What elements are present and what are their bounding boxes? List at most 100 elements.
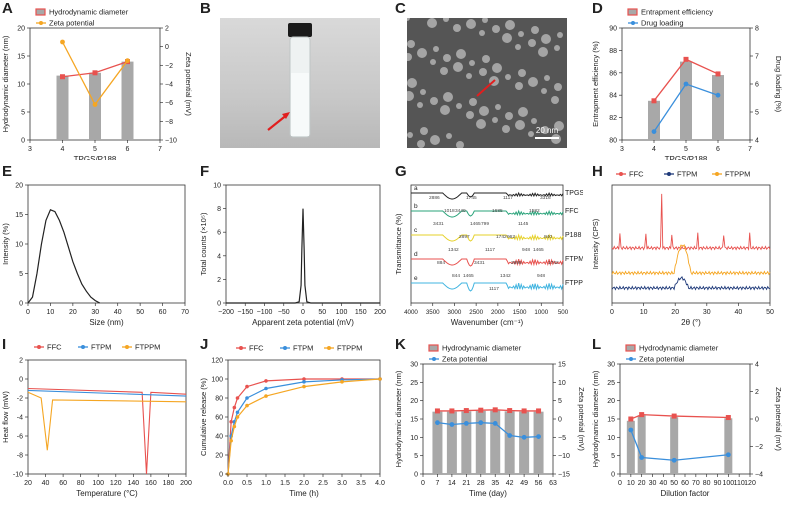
x-axis-label: TPGS/P188 xyxy=(665,155,708,160)
panel-letter: F xyxy=(200,163,210,180)
right-axis-point xyxy=(463,421,469,426)
diameter-point xyxy=(651,98,657,104)
x-tick-label: 14 xyxy=(448,480,456,487)
x-tick-label: 5 xyxy=(93,146,97,153)
x-tick-label: 60 xyxy=(159,309,167,316)
panel-e: E 0 10 20 30 40 50 60 70 0 5 10 15 20 Size (nm) Intens… xyxy=(0,163,195,333)
y-tick-label: 10 xyxy=(607,435,615,442)
x-tick-label: 3 xyxy=(28,146,32,153)
legend-entry-1-swatch xyxy=(35,8,46,16)
peak-label: 948 xyxy=(537,273,545,279)
nanoparticle xyxy=(479,68,487,76)
y-tick-label: 0 xyxy=(414,472,418,479)
y-right-tick-label: 2 xyxy=(755,389,759,396)
y-tick-label: 86 xyxy=(609,70,617,77)
panel-i: I FFC FTPM FTPPM 20 40 60 80 100 120 140 160 180 200… xyxy=(0,336,195,503)
y-tick-label: 5 xyxy=(414,453,418,460)
peak-label: 884 xyxy=(437,260,445,266)
y-right-tick-label: 5 xyxy=(558,398,562,405)
x-tick-label: 6 xyxy=(716,146,720,153)
panel-letter: J xyxy=(200,336,209,353)
y-right-tick-label: 7 xyxy=(755,54,759,61)
series-point xyxy=(340,380,344,384)
y-tick-label: 30 xyxy=(607,362,615,369)
legend-entry-3: FTPPM xyxy=(725,170,750,179)
x-tick-label: 0 xyxy=(610,309,614,316)
trace-name: FFC xyxy=(565,208,579,215)
x-tick-label: 42 xyxy=(506,480,514,487)
y-right-axis-label: Zeta potential (mV) xyxy=(774,387,783,451)
legend-entry-2: Zeta potential xyxy=(442,355,488,364)
nanoparticle xyxy=(466,19,476,29)
x-tick-label: 50 xyxy=(318,309,326,316)
right-axis-line xyxy=(437,422,539,438)
right-axis-point xyxy=(715,92,721,98)
y-tick-label: -4 xyxy=(17,415,23,422)
nanoparticle xyxy=(469,98,477,106)
nanoparticle xyxy=(551,96,559,104)
y-tick-label: 15 xyxy=(17,54,25,61)
right-axis-point xyxy=(125,58,130,64)
diameter-point xyxy=(92,70,98,76)
legend-entry-1-swatch xyxy=(625,344,636,352)
legend-entry-1-marker xyxy=(239,346,243,350)
bar xyxy=(56,75,69,140)
legend-entry-1: FFC xyxy=(249,344,264,353)
y-axis-label: Hydrodynamic diameter (nm) xyxy=(591,370,600,467)
x-tick-label: 40 xyxy=(114,309,122,316)
y-tick-label: 30 xyxy=(410,362,418,369)
y-right-tick-label: −10 xyxy=(558,453,570,460)
y-axis-label: Entrapment efficiency (%) xyxy=(591,41,600,127)
bar xyxy=(121,61,134,140)
trace-tag: b xyxy=(414,203,418,210)
legend-entry-2-marker xyxy=(283,346,287,350)
series-point xyxy=(229,438,233,443)
y-right-axis-label: Drug loading (%) xyxy=(774,56,783,113)
nanoparticle xyxy=(440,67,448,75)
diameter-point xyxy=(536,408,542,414)
panel-a: A 3 4 5 6 7 0 5 10 15 20 2 0 −2 −4 −6 −8 −10 TPGS/P188 Hyd… xyxy=(0,0,195,164)
right-axis-point xyxy=(507,433,513,438)
peak-label: 1342 xyxy=(448,247,459,253)
peak-label: 1465 xyxy=(533,247,544,253)
red-arrow-icon xyxy=(476,79,496,97)
legend-entry-2: FTPM xyxy=(91,343,111,352)
diameter-point xyxy=(683,56,689,62)
panel-d-chart: 3 4 5 6 7 80 82 84 86 88 90 4 5 6 7 8 TPGS/P188 Entrapmen… xyxy=(591,8,783,165)
x-tick-label: 160 xyxy=(145,480,157,487)
legend-entry-2-marker xyxy=(432,357,436,361)
y-axis-label: Hydrodynamic diameter (nm) xyxy=(1,35,10,132)
y-tick-label: 15 xyxy=(15,212,23,219)
nanoparticle xyxy=(541,34,551,44)
x-tick-label: 1000 xyxy=(534,309,548,316)
panel-f: F −200 −150 −100 −50 0 50 100 150 200 0 2 4 6 8 10 Appa… xyxy=(198,163,388,333)
ftir-trace xyxy=(411,258,564,267)
x-tick-label: 20 xyxy=(69,309,77,316)
y-axis-label: Total counts (×10⁵) xyxy=(199,212,208,275)
peak-label: 1117 xyxy=(503,195,513,201)
bar xyxy=(637,415,646,474)
y-right-tick-label: 10 xyxy=(558,380,566,387)
x-tick-label: 4 xyxy=(61,146,65,153)
x-tick-label: 3500 xyxy=(426,309,440,316)
x-tick-label: 1.0 xyxy=(261,480,271,487)
x-tick-label: 2500 xyxy=(469,309,483,316)
legend-entry-3-marker xyxy=(327,346,331,350)
series-point xyxy=(245,396,249,400)
nanoparticle xyxy=(453,24,461,32)
legend-entry-2: FTPM xyxy=(677,170,697,179)
diameter-point xyxy=(725,415,731,421)
x-axis-label: Temperature (°C) xyxy=(76,489,138,498)
panel-h: H FFC FTPM FTPPM 0 10 20 30 40 50 2θ (°) Intensity… xyxy=(590,163,787,333)
legend-entry-2-marker xyxy=(81,345,85,349)
legend-entry-1: Hydrodynamic diameter xyxy=(49,8,129,17)
x-tick-label: 28 xyxy=(477,480,485,487)
vial-illustration xyxy=(267,23,312,138)
nanoparticle xyxy=(466,73,472,79)
y-tick-label: 5 xyxy=(611,453,615,460)
x-tick-label: 500 xyxy=(558,309,569,316)
peak-label: 1742 xyxy=(496,234,507,240)
trace-name: P188 xyxy=(565,232,581,239)
x-tick-label: −100 xyxy=(257,309,273,316)
vial-liquid xyxy=(291,73,309,136)
